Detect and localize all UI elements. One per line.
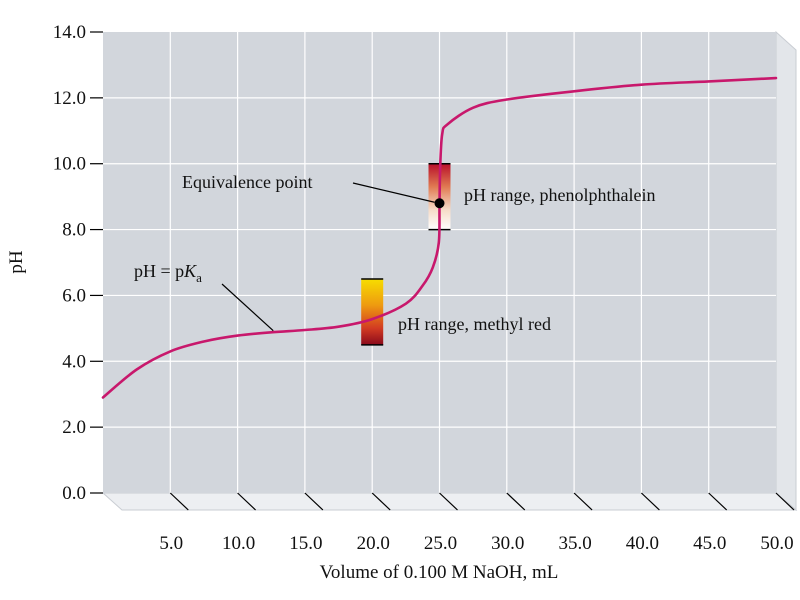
equivalence-point-label: Equivalence point [182,172,312,192]
y-tick-label: 10.0 [53,154,86,175]
x-tick [371,492,391,511]
x-tick-label: 15.0 [289,533,322,554]
x-tick [169,492,189,511]
pka-label-main: pH = p [134,261,184,281]
pka-label-sub: a [196,270,202,285]
equivalence-point-marker [434,198,445,209]
x-tick-label: 5.0 [159,533,183,554]
y-axis: 0.0 2.0 4.0 6.0 8.0 10.0 12.0 14.0 [53,22,103,504]
x-tick-label: 30.0 [491,533,524,554]
methyl-red-range-label: pH range, methyl red [398,314,551,334]
y-tick-label: 4.0 [62,351,86,372]
x-tick [237,492,257,511]
x-axis: 5.0 10.0 15.0 20.0 25.0 30.0 35.0 40.0 45.0 50.0 [159,492,795,554]
y-tick-label: 6.0 [62,285,86,306]
methyl-red-range-bar [361,278,384,345]
plot-frame-side [775,30,797,512]
x-tick [708,492,728,511]
plot-frame-bottom [101,492,798,511]
x-tick-label: 40.0 [626,533,659,554]
x-axis-title: Volume of 0.100 M NaOH, mL [320,562,559,583]
y-tick-label: 14.0 [53,22,86,43]
y-axis-title: pH [6,250,27,274]
indicator-methyl-red [361,278,384,346]
x-tick-label: 25.0 [424,533,457,554]
y-tick-label: 8.0 [62,220,86,241]
x-tick [506,492,526,511]
titration-curve [101,76,778,399]
x-tick-label: 10.0 [222,533,255,554]
x-tick [439,492,458,511]
y-tick-label: 0.0 [62,483,86,504]
pka-label-k: K [183,261,197,281]
y-tick-label: 12.0 [53,88,86,109]
phenolphthalein-range-label: pH range, phenolphthalein [464,185,655,205]
x-tick [775,492,795,511]
x-tick-label: 20.0 [357,533,390,554]
y-tick-label: 2.0 [62,417,86,438]
grid-lines [103,32,776,493]
x-tick-label: 35.0 [558,533,591,554]
pka-leader [221,283,274,332]
x-tick-label: 50.0 [760,533,793,554]
equivalence-point-leader [352,182,435,203]
x-tick [304,492,324,511]
pka-label: pH = pKa [134,261,202,285]
x-tick-label: 45.0 [693,533,726,554]
x-tick [573,492,593,511]
x-tick [640,492,660,511]
